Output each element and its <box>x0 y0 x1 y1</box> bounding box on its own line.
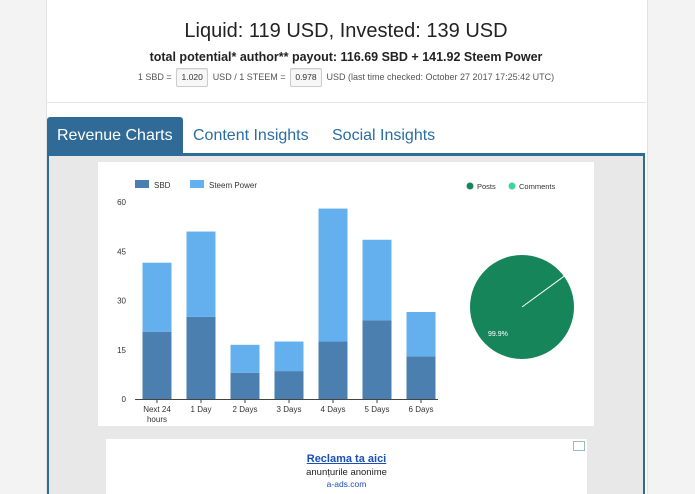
posts-comments-pie-chart: Posts Comments 99.9% <box>466 182 574 359</box>
bar-1-2 <box>230 344 260 373</box>
tab-content-insights[interactable]: Content Insights <box>193 127 309 144</box>
bar-1-0 <box>142 262 172 332</box>
x-tick-label: 1 Day <box>191 405 212 414</box>
ad-subtitle: anunțurile anonime <box>306 467 387 478</box>
ad-banner[interactable]: Reclama ta aici anunțurile anonime a-ads… <box>106 439 587 494</box>
legend-dot-0 <box>466 182 474 190</box>
x-tick-label: 2 Days <box>233 405 258 414</box>
bar-1-4 <box>318 208 348 342</box>
bar-0-0 <box>142 331 172 399</box>
ad-title-link[interactable]: Reclama ta aici <box>306 453 387 465</box>
y-tick-label: 60 <box>117 198 126 207</box>
y-tick-label: 30 <box>117 297 126 306</box>
ad-domain-link[interactable]: a-ads.com <box>326 479 367 489</box>
ad-choices-icon[interactable] <box>573 441 585 451</box>
legend-label-1: Steem Power <box>209 181 257 190</box>
bar-0-6 <box>406 356 436 399</box>
pie-slice-label: 99.9% <box>488 331 508 338</box>
bar-1-1 <box>186 231 216 317</box>
legend-swatch-1 <box>190 180 204 188</box>
y-tick-label: 15 <box>117 346 126 355</box>
legend-swatch-0 <box>135 180 149 188</box>
bar-0-4 <box>318 341 348 399</box>
bar-0-2 <box>230 372 260 399</box>
x-tick-label-line2: hours <box>147 415 167 424</box>
x-tick-label: 3 Days <box>277 405 302 414</box>
pie-slice-comments <box>521 275 565 308</box>
legend-label-0: Posts <box>477 182 496 191</box>
legend-dot-1 <box>508 182 516 190</box>
bar-1-6 <box>406 311 436 357</box>
bar-0-5 <box>362 320 392 399</box>
bar-1-5 <box>362 239 392 321</box>
x-tick-label: 6 Days <box>409 405 434 414</box>
bar-1-3 <box>274 341 304 372</box>
potential-payout-subline: total potential* author** payout: 116.69… <box>149 50 543 64</box>
rate-prefix: 1 SBD = <box>137 71 172 82</box>
y-tick-label: 0 <box>122 395 127 404</box>
legend-label-0: SBD <box>154 181 171 190</box>
divider <box>46 102 646 103</box>
chart-card: SBD Steem Power 0 15 30 45 60 Next 24 hours 1 Day… <box>98 162 594 426</box>
x-tick-label: 4 Days <box>321 405 346 414</box>
bar-0-1 <box>186 316 216 399</box>
steem-rate-field[interactable]: 0.978 <box>289 68 322 87</box>
bar-0-3 <box>274 371 304 399</box>
rate-suffix: USD (last time checked: October 27 2017 … <box>326 71 555 82</box>
payout-headline: Liquid: 119 USD, Invested: 139 USD <box>184 20 508 42</box>
tab-revenue-charts[interactable]: Revenue Charts <box>47 117 183 154</box>
tab-social-insights[interactable]: Social Insights <box>332 127 436 144</box>
y-tick-label: 45 <box>117 247 126 256</box>
legend-label-1: Comments <box>519 182 556 191</box>
rate-middle: USD / 1 STEEM = <box>212 71 286 82</box>
tab-bar: Revenue Charts Content Insights Social I… <box>46 117 646 154</box>
exchange-rates: 1 SBD = 1.020 USD / 1 STEEM = 0.978 USD … <box>46 68 646 87</box>
sbd-rate-field[interactable]: 1.020 <box>176 68 209 87</box>
x-tick-label: Next 24 <box>143 405 171 414</box>
x-tick-label: 5 Days <box>365 405 390 414</box>
